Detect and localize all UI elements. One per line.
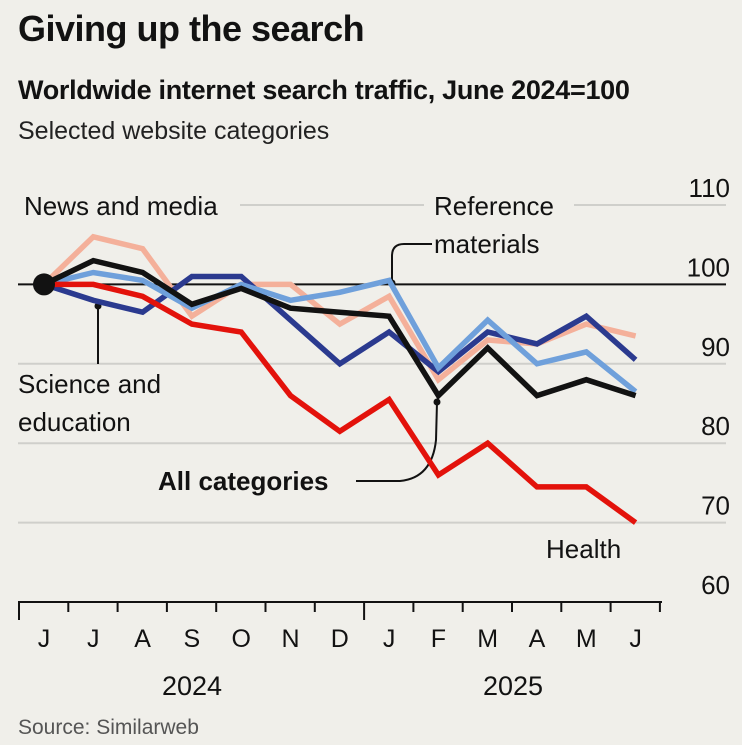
label-bg [424,188,574,222]
chart-subtitle: Worldwide internet search traffic, June … [18,75,630,105]
y-tick-label: 70 [701,491,730,521]
x-tick-label: A [134,625,151,653]
year-label-2024: 2024 [162,671,222,701]
series-line-4 [42,257,637,400]
x-tick-label: F [431,625,446,653]
x-axis: J J A S O N D J F M A M J 2024 2025 [18,601,662,701]
y-axis-ticks: 110 100 90 80 70 60 [687,173,730,600]
annotation-materials: materials [434,229,539,259]
start-point-marker [33,273,55,296]
y-tick-label: 100 [687,252,730,282]
annotation-all-categories: All categories [158,466,329,496]
x-tick-label: D [331,625,349,653]
y-tick-label: 110 [689,173,730,203]
leader-all [356,401,438,482]
series-lines [33,233,638,525]
annotation-science: Science and [18,369,161,399]
annotation-education: education [18,407,131,437]
x-tick-label: J [629,625,642,653]
x-tick-label: M [576,625,597,653]
annotation-reference: Reference [434,191,554,221]
line-chart: 110 100 90 80 70 60 News and media Reference ma… [18,173,730,701]
gridlines [18,204,726,524]
x-tick-label: M [477,625,498,653]
y-tick-label: 80 [701,411,730,441]
label-bg [150,462,356,498]
x-tick-label: O [231,625,250,653]
annotation-health: Health [546,534,621,564]
leader-dot [433,398,441,406]
x-tick-label: A [529,625,546,653]
x-tick-label: J [87,625,100,653]
label-bg [540,535,640,569]
series-line-3 [44,281,638,525]
x-tick-label: J [383,625,396,653]
series-line-2 [43,269,638,394]
y-tick-label: 90 [701,332,730,362]
annotations: News and media Reference materials Science … [18,188,640,569]
x-tick-label: N [281,625,299,653]
year-label-2025: 2025 [483,671,543,701]
y-tick-label: 60 [701,570,730,600]
label-bg [18,188,240,222]
leader-reference [391,243,432,283]
chart-headline: Giving up the search [18,8,365,49]
chart-subsubtitle: Selected website categories [18,117,330,145]
x-tick-label: S [184,625,201,653]
series-line-1 [43,273,638,376]
annotation-news-media: News and media [24,191,218,221]
source-note: Source: Similarweb [18,716,199,739]
x-tick-label: J [38,625,51,653]
